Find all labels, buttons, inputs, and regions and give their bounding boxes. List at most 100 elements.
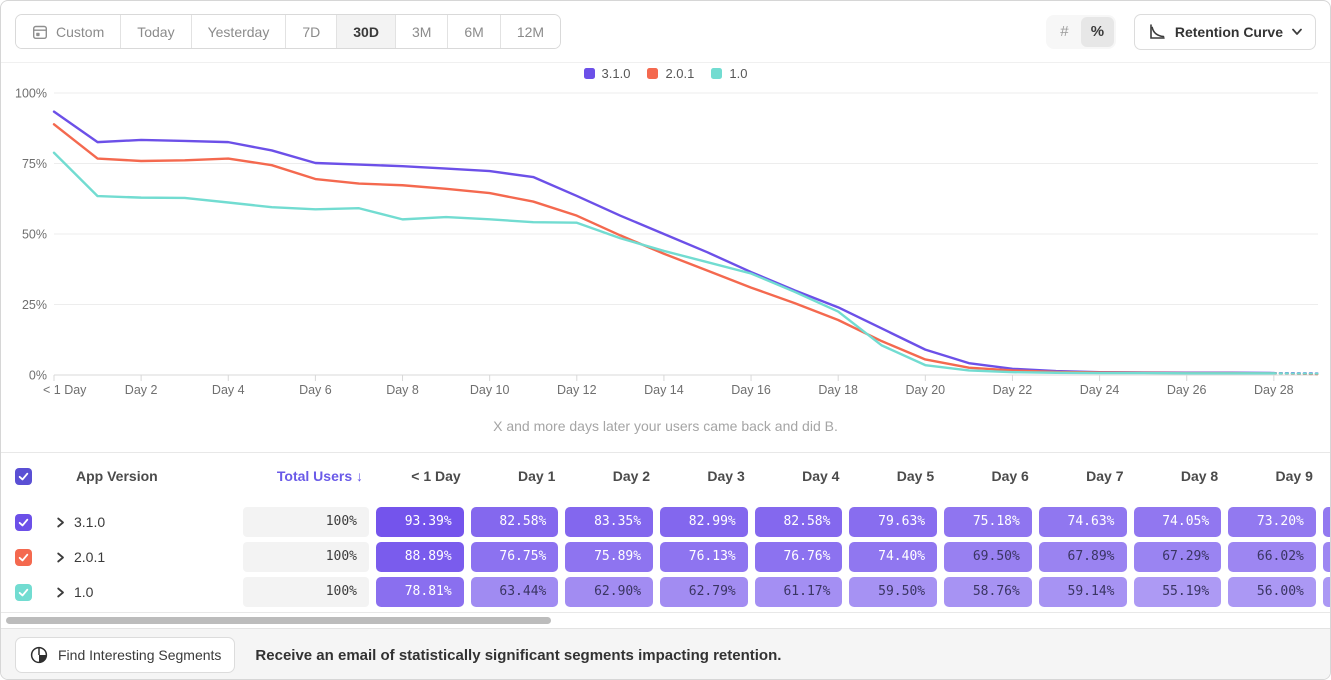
retention-value-cell: 55.19% bbox=[1133, 577, 1222, 607]
chart-legend: 3.1.0 2.0.1 1.0 bbox=[1, 66, 1330, 81]
retention-value-cell: 67.29% bbox=[1133, 542, 1222, 572]
total-users-cell: 100% bbox=[243, 577, 369, 607]
retention-value-cell: 76.76% bbox=[754, 542, 843, 572]
retention-value-cell: 73.20% bbox=[1228, 507, 1316, 537]
retention-line-chart: 0% 25% 50% 75% 100% < 1 Day Day 2 Day 4 Day 6 Day… bbox=[15, 87, 1319, 397]
retention-value-cell: 76.75% bbox=[470, 542, 559, 572]
retention-value-cell: 62.90% bbox=[565, 577, 654, 607]
date-range-7d[interactable]: 7D bbox=[285, 15, 337, 48]
footer-bar: Find Interesting Segments Receive an ema… bbox=[1, 628, 1330, 679]
legend-item-1-0[interactable]: 1.0 bbox=[711, 66, 747, 81]
retention-value-cell: 56.00% bbox=[1228, 577, 1316, 607]
retention-value-cell: 76.13% bbox=[660, 542, 748, 572]
expand-chevron-icon[interactable] bbox=[56, 587, 65, 598]
column-header-day-1: Day 1 bbox=[518, 468, 556, 484]
x-axis-label: Day 16 bbox=[731, 383, 771, 397]
x-axis-label: Day 14 bbox=[644, 383, 684, 397]
retention-value-cell: 62.79% bbox=[660, 577, 748, 607]
x-axis-label: Day 6 bbox=[299, 383, 332, 397]
legend-swatch bbox=[583, 68, 595, 79]
chart-type-dropdown[interactable]: Retention Curve bbox=[1133, 13, 1316, 50]
retention-value-cell: 66.02% bbox=[1228, 542, 1316, 572]
column-header-day-2: Day 2 bbox=[612, 468, 651, 484]
app-version-label: 2.0.1 bbox=[74, 549, 106, 565]
x-axis-label: Day 26 bbox=[1167, 383, 1207, 397]
find-segments-button[interactable]: Find Interesting Segments bbox=[15, 637, 236, 673]
retention-table: App Version Total Users ↓ < 1 Day Day 1 Day … bbox=[1, 452, 1330, 613]
series-line-3-1-0 bbox=[52, 110, 1276, 375]
table-row-3-1-0: 3.1.0 100% 93.39% 82.58% 83.35% 82.99% 82.58% 7… bbox=[1, 507, 1330, 537]
column-header-day-4: Day 4 bbox=[802, 468, 840, 484]
row-checkbox-3-1-0[interactable] bbox=[15, 513, 32, 531]
row-checkbox-2-0-1[interactable] bbox=[15, 548, 32, 566]
expand-chevron-icon[interactable] bbox=[56, 552, 65, 563]
retention-value-cell: 63.44% bbox=[470, 577, 559, 607]
x-axis-label: Day 24 bbox=[1080, 383, 1120, 397]
legend-item-3-1-0[interactable]: 3.1.0 bbox=[583, 66, 631, 81]
chart-subtitle: X and more days later your users came ba… bbox=[493, 418, 838, 434]
y-axis-label: 50% bbox=[22, 228, 47, 242]
y-axis-label: 75% bbox=[22, 157, 47, 171]
retention-value-cell-clipped bbox=[1322, 577, 1330, 607]
x-axis-label: Day 28 bbox=[1254, 383, 1294, 397]
retention-value-cell-clipped bbox=[1322, 507, 1330, 537]
expand-chevron-icon[interactable] bbox=[56, 517, 65, 528]
date-range-yesterday[interactable]: Yesterday bbox=[190, 15, 286, 48]
column-header-total-users[interactable]: Total Users ↓ bbox=[276, 468, 363, 484]
date-range-label: 3M bbox=[411, 23, 432, 40]
date-range-label: 12M bbox=[516, 23, 545, 40]
column-header-1-day: < 1 Day bbox=[411, 468, 461, 484]
date-range-custom[interactable]: Custom bbox=[16, 15, 121, 48]
row-checkbox-1-0[interactable] bbox=[15, 583, 32, 601]
legend-swatch bbox=[711, 68, 723, 79]
retention-value-cell: 75.18% bbox=[944, 507, 1032, 537]
retention-value-cell: 78.81% bbox=[376, 577, 464, 607]
chart-type-label: Retention Curve bbox=[1174, 23, 1283, 40]
x-axis-label: Day 10 bbox=[470, 383, 510, 397]
retention-value-cell: 59.14% bbox=[1038, 577, 1127, 607]
table-row-1-0: 1.0 100% 78.81% 63.44% 62.90% 62.79% 61.17% 59.… bbox=[1, 577, 1330, 607]
retention-value-cell: 83.35% bbox=[565, 507, 654, 537]
legend-swatch bbox=[647, 68, 659, 79]
x-axis-label: Day 18 bbox=[818, 383, 858, 397]
column-header-day-5: Day 5 bbox=[896, 468, 935, 484]
retention-value-cell: 88.89% bbox=[376, 542, 464, 572]
table-header: App Version Total Users ↓ < 1 Day Day 1 Day … bbox=[1, 453, 1330, 499]
horizontal-scrollbar bbox=[1, 613, 1330, 628]
legend-label: 3.1.0 bbox=[601, 66, 631, 81]
retention-value-cell-clipped bbox=[1322, 542, 1330, 572]
date-range-6m[interactable]: 6M bbox=[447, 15, 500, 48]
column-header-day-8: Day 8 bbox=[1180, 468, 1219, 484]
x-axis-label: < 1 Day bbox=[43, 383, 87, 397]
retention-value-cell: 61.17% bbox=[754, 577, 843, 607]
retention-value-cell: 59.50% bbox=[849, 577, 938, 607]
x-axis-label: Day 8 bbox=[386, 383, 419, 397]
percent-toggle[interactable]: % bbox=[1080, 16, 1114, 47]
date-range-today[interactable]: Today bbox=[120, 15, 191, 48]
total-users-cell: 100% bbox=[243, 507, 369, 537]
toolbar-right: #% Retention Curve bbox=[1045, 13, 1316, 50]
select-all-checkbox[interactable] bbox=[15, 467, 32, 485]
x-axis-label: Day 4 bbox=[212, 383, 245, 397]
date-range-3m[interactable]: 3M bbox=[394, 15, 448, 48]
column-header-day-6: Day 6 bbox=[991, 468, 1029, 484]
retention-value-cell: 75.89% bbox=[565, 542, 654, 572]
date-range-12m[interactable]: 12M bbox=[499, 15, 561, 48]
table-row-2-0-1: 2.0.1 100% 88.89% 76.75% 75.89% 76.13% 76.76% 7… bbox=[1, 542, 1330, 572]
column-header-day-7: Day 7 bbox=[1086, 468, 1124, 484]
retention-value-cell: 74.40% bbox=[849, 542, 938, 572]
footer-message: Receive an email of statistically signif… bbox=[255, 646, 782, 664]
legend-label: 2.0.1 bbox=[665, 66, 695, 81]
absolute-numbers-toggle[interactable]: # bbox=[1048, 17, 1081, 47]
retention-value-cell: 69.50% bbox=[944, 542, 1032, 572]
date-range-30d[interactable]: 30D bbox=[336, 15, 395, 48]
column-header-app-version: App Version bbox=[76, 468, 158, 484]
sort-descending-icon: ↓ bbox=[356, 468, 363, 484]
retention-curve-icon bbox=[1150, 23, 1165, 39]
date-range-label: 7D bbox=[302, 23, 321, 40]
segments-icon bbox=[30, 646, 48, 664]
legend-item-2-0-1[interactable]: 2.0.1 bbox=[647, 66, 694, 81]
retention-value-cell: 74.63% bbox=[1038, 507, 1127, 537]
scrollbar-thumb[interactable] bbox=[6, 617, 551, 624]
